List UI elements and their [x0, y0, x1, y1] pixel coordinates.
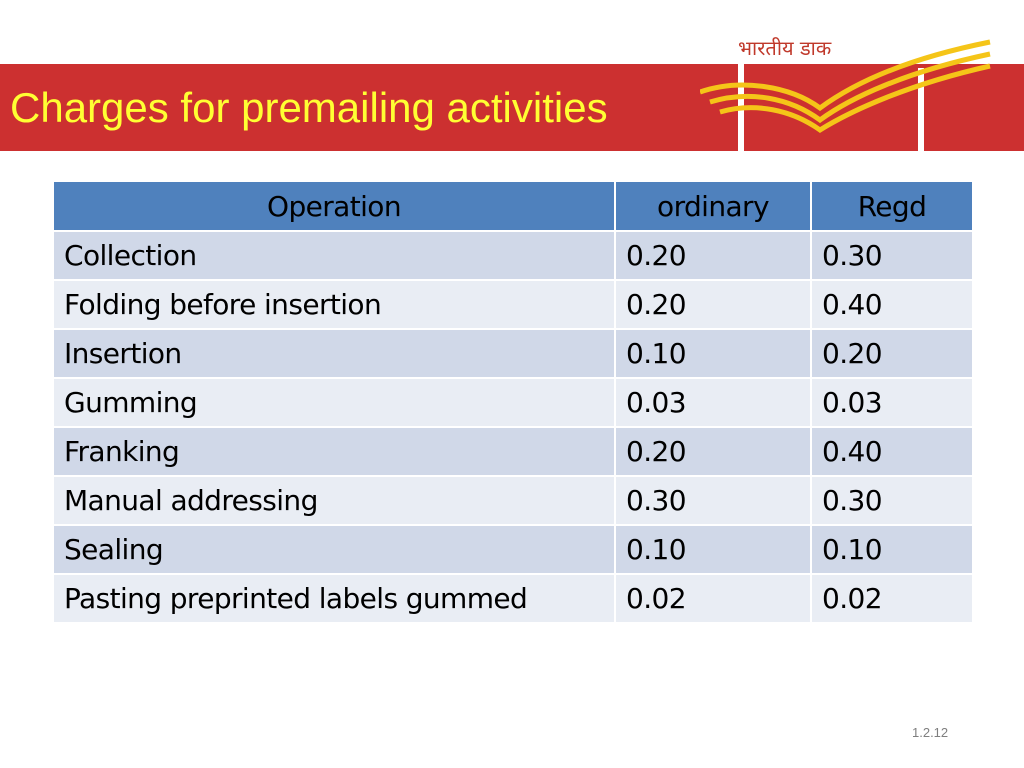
ordinary-cell: 0.10: [614, 524, 812, 575]
ordinary-cell: 0.03: [614, 377, 812, 428]
operation-cell: Collection: [52, 230, 616, 281]
regd-cell: 0.40: [810, 279, 974, 330]
regd-cell: 0.02: [810, 573, 974, 624]
header-operation: Operation: [52, 180, 616, 232]
table-row: Pasting preprinted labels gummed 0.02 0.…: [52, 573, 974, 624]
table-row: Collection 0.20 0.30: [52, 230, 974, 281]
ordinary-cell: 0.10: [614, 328, 812, 379]
operation-cell: Manual addressing: [52, 475, 616, 526]
operation-cell: Insertion: [52, 328, 616, 379]
ordinary-cell: 0.02: [614, 573, 812, 624]
regd-cell: 0.30: [810, 475, 974, 526]
regd-cell: 0.20: [810, 328, 974, 379]
regd-cell: 0.40: [810, 426, 974, 477]
table-row: Franking 0.20 0.40: [52, 426, 974, 477]
title-banner: [0, 64, 1024, 151]
slide-number: 1.2.12: [912, 725, 949, 740]
operation-cell: Sealing: [52, 524, 616, 575]
table-header-row: Operation ordinary Regd: [52, 180, 974, 232]
table-row: Gumming 0.03 0.03: [52, 377, 974, 428]
header-ordinary: ordinary: [614, 180, 812, 232]
operation-cell: Gumming: [52, 377, 616, 428]
header-regd: Regd: [810, 180, 974, 232]
operation-cell: Folding before insertion: [52, 279, 616, 330]
table-row: Insertion 0.10 0.20: [52, 328, 974, 379]
table-row: Manual addressing 0.30 0.30: [52, 475, 974, 526]
regd-cell: 0.30: [810, 230, 974, 281]
ordinary-cell: 0.20: [614, 279, 812, 330]
india-post-logo-icon: [700, 39, 991, 151]
ordinary-cell: 0.30: [614, 475, 812, 526]
table-row: Sealing 0.10 0.10: [52, 524, 974, 575]
operation-cell: Pasting preprinted labels gummed: [52, 573, 616, 624]
slide-title: Charges for premailing activities: [10, 84, 608, 131]
charges-table: Operation ordinary Regd Collection 0.20 …: [52, 180, 974, 624]
regd-cell: 0.10: [810, 524, 974, 575]
ordinary-cell: 0.20: [614, 230, 812, 281]
ordinary-cell: 0.20: [614, 426, 812, 477]
regd-cell: 0.03: [810, 377, 974, 428]
table-row: Folding before insertion 0.20 0.40: [52, 279, 974, 330]
top-strip: [0, 0, 1024, 64]
india-post-logo-text: भारतीय डाक: [738, 36, 832, 60]
operation-cell: Franking: [52, 426, 616, 477]
